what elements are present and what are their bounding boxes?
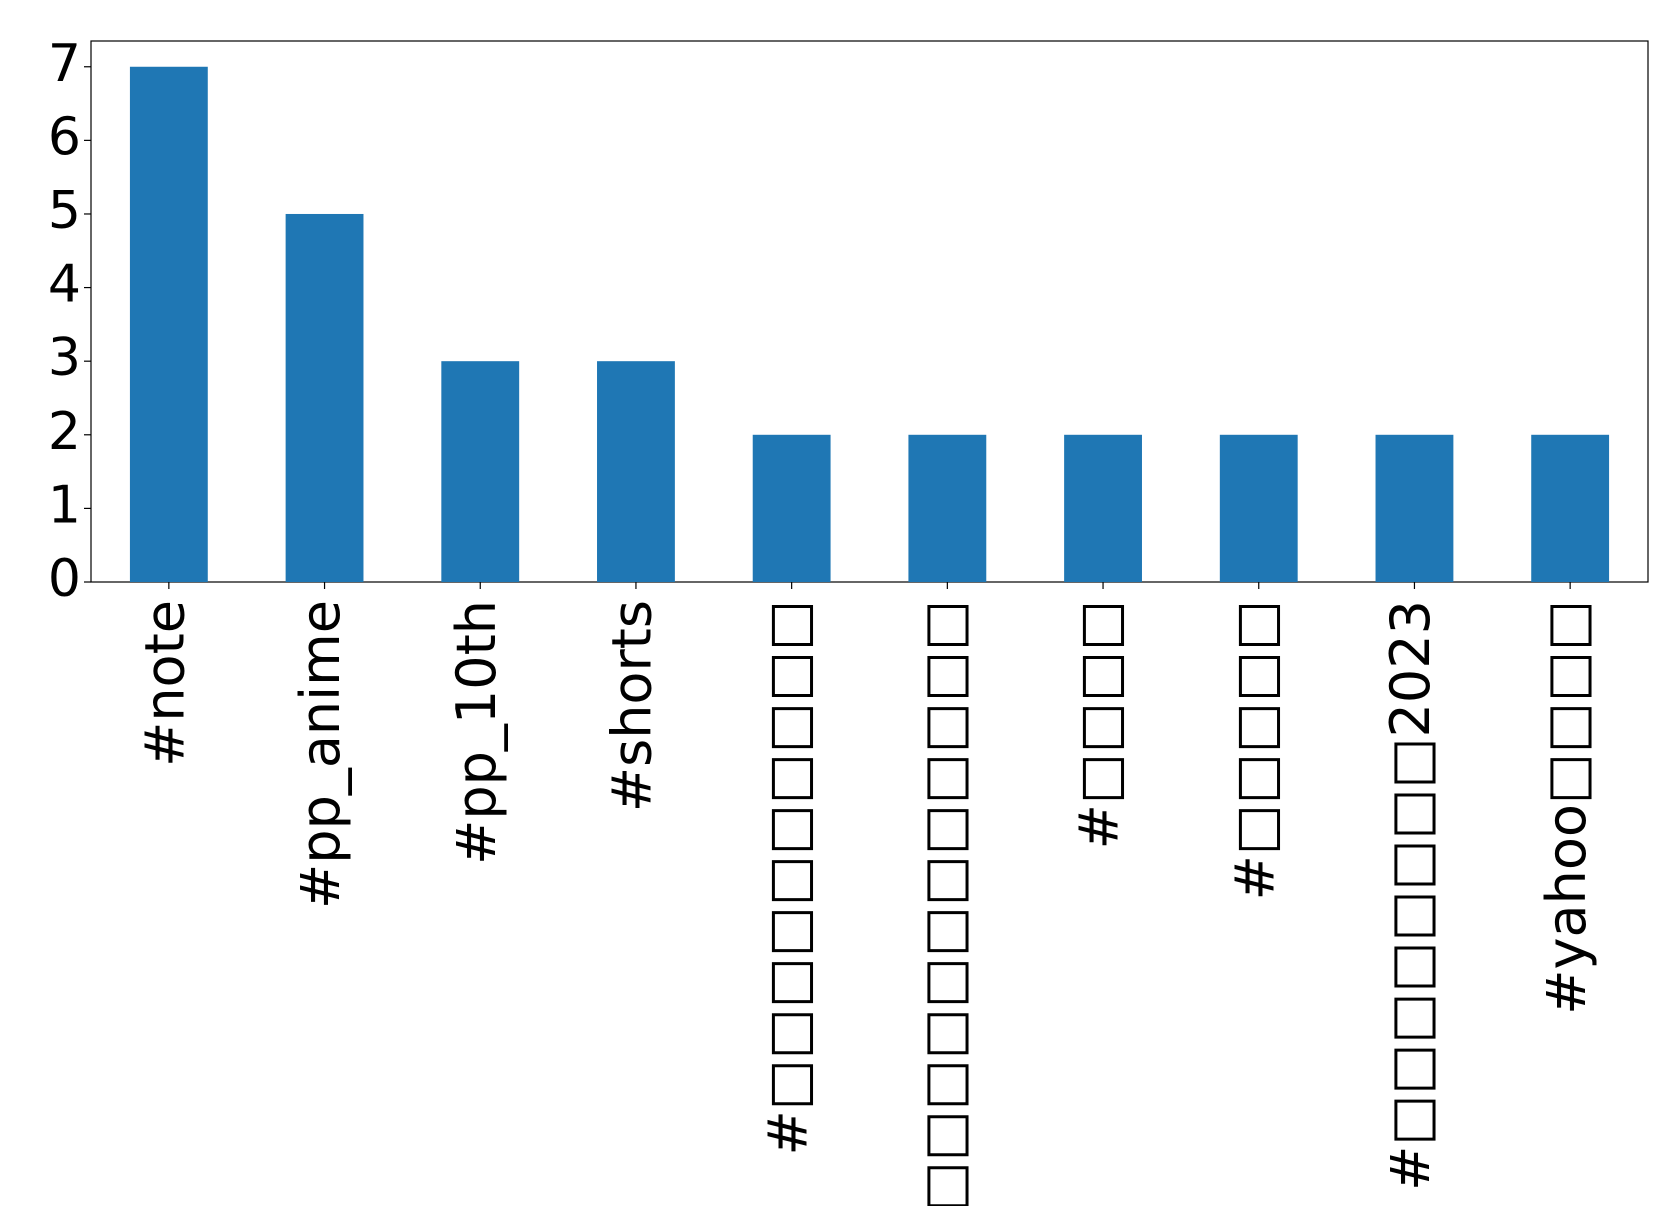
x-tick-label: #□□□□□□□□□□ [756, 600, 819, 1155]
x-tick-label: #□□□□□ [1223, 600, 1286, 900]
x-tick-label: #□□□□□□□□□□□□ [912, 600, 975, 1206]
x-tick-label: #note [133, 600, 196, 767]
x-tick-label: #pp_anime [289, 600, 352, 909]
bar [441, 361, 520, 582]
y-tick-label: 4 [48, 255, 81, 315]
bar [285, 213, 364, 583]
x-tick-label: #pp_10th [445, 600, 508, 865]
y-tick-label: 3 [48, 328, 81, 388]
y-tick-label: 6 [48, 107, 81, 167]
x-tick-label: #□□□□ [1068, 600, 1131, 849]
y-tick-label: 1 [48, 475, 81, 535]
x-tick-label: #□□□□□□□□2023 [1379, 600, 1442, 1191]
bar [597, 361, 675, 582]
plot-frame [90, 40, 1649, 583]
x-tick-label: #yahoo□□□□ [1535, 600, 1598, 1015]
bar [752, 434, 831, 582]
y-tick-label: 5 [48, 181, 81, 241]
bar [1375, 434, 1454, 582]
bar [129, 66, 208, 582]
bar [908, 434, 987, 582]
bar [1064, 434, 1142, 582]
x-tick-label: #shorts [601, 600, 664, 812]
y-tick-label: 0 [48, 549, 81, 609]
y-tick-label: 7 [48, 34, 81, 94]
bar [1219, 434, 1298, 582]
bar [1531, 434, 1610, 582]
y-tick-label: 2 [48, 402, 81, 462]
